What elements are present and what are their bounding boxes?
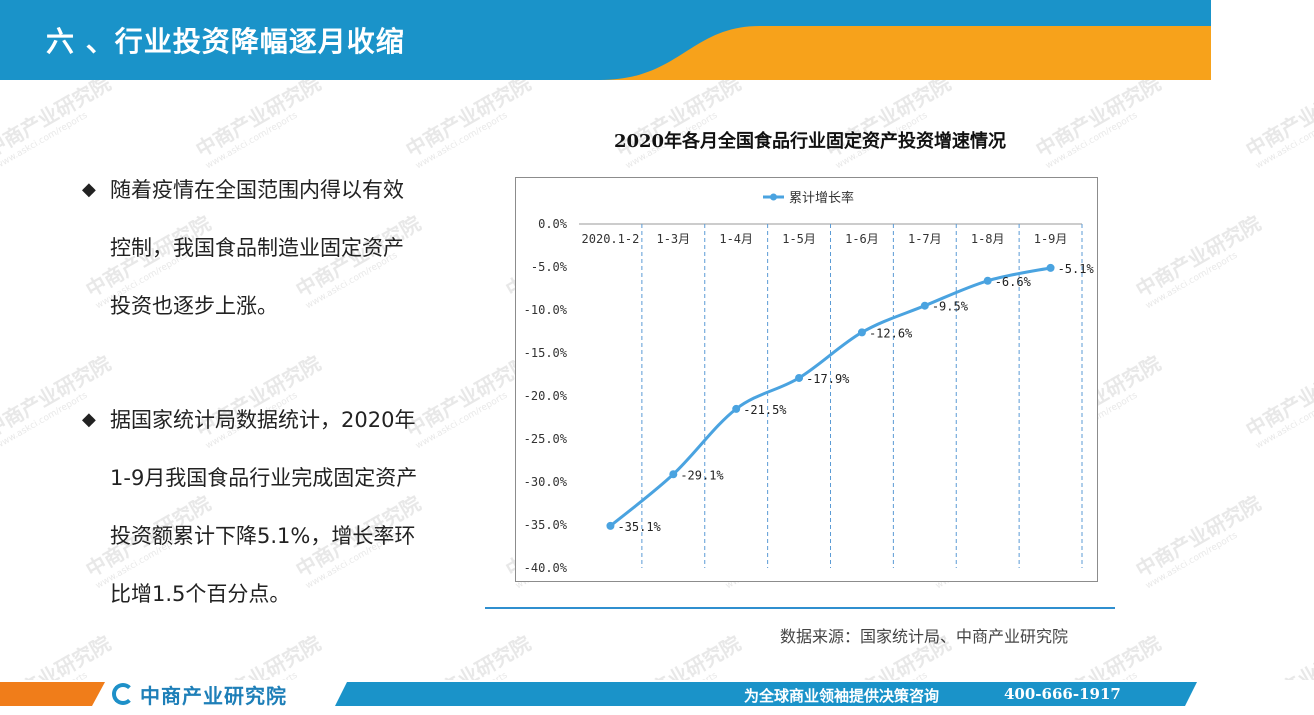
x-tick-label: 1-4月: [719, 232, 753, 246]
bullet-line: 据国家统计局数据统计，2020年: [110, 408, 416, 432]
footer-phone: 400-666-1917: [1004, 685, 1121, 703]
x-tick-label: 1-6月: [845, 232, 879, 246]
x-tick-label: 2020.1-2: [582, 232, 640, 246]
data-point: [857, 328, 866, 337]
footer-blue-bar: [335, 682, 1197, 706]
y-tick-label: -25.0%: [524, 432, 568, 446]
footer-slogan: 为全球商业领袖提供决策咨询: [744, 687, 940, 705]
logo-icon: [112, 683, 134, 705]
data-label: -12.6%: [869, 326, 913, 340]
series-line: [609, 266, 1051, 528]
bullet-point-2: ◆ 据国家统计局数据统计，2020年 1-9月我国食品行业完成固定资产 投资额累…: [82, 391, 482, 623]
x-tick-label: 1-5月: [782, 232, 816, 246]
data-label: -17.9%: [806, 372, 850, 386]
bullet-line: 1-9月我国食品行业完成固定资产: [110, 466, 418, 490]
y-tick-label: -15.0%: [524, 346, 568, 360]
legend-label: 累计增长率: [789, 190, 854, 206]
y-tick-label: -20.0%: [524, 389, 568, 403]
page-title: 六 、行业投资降幅逐月收缩: [46, 25, 405, 58]
data-label: -5.1%: [1058, 262, 1095, 276]
diamond-bullet-icon: ◆: [82, 179, 96, 200]
data-point: [1046, 263, 1055, 272]
logo-text: 中商产业研究院: [140, 683, 287, 708]
header-banner: 六 、行业投资降幅逐月收缩: [0, 0, 1211, 80]
data-point: [983, 276, 992, 285]
data-point: [795, 373, 804, 382]
y-tick-label: -10.0%: [524, 303, 568, 317]
bullet-point-1: ◆ 随着疫情在全国范围内得以有效 控制，我国食品制造业固定资产 投资也逐步上涨。: [82, 161, 482, 335]
y-tick-label: -30.0%: [524, 475, 568, 489]
y-tick-label: -40.0%: [524, 561, 568, 575]
data-label: -35.1%: [617, 520, 661, 534]
data-point: [606, 521, 615, 530]
chart-title: 2020年各月全国食品行业固定资产投资增速情况: [613, 131, 1007, 152]
bullet-line: 随着疫情在全国范围内得以有效: [110, 178, 404, 202]
bullet-line: 控制，我国食品制造业固定资产: [110, 236, 404, 260]
data-label: -6.6%: [995, 275, 1032, 289]
x-tick-label: 1-8月: [971, 232, 1005, 246]
y-tick-label: -35.0%: [524, 518, 568, 532]
x-tick-label: 1-3月: [656, 232, 690, 246]
footer-orange-stripe: [0, 682, 105, 706]
bullet-line: 投资额累计下降5.1%，增长率环: [110, 524, 416, 548]
footer-logo: 中商产业研究院: [112, 682, 287, 708]
data-label: -9.5%: [932, 300, 969, 314]
x-tick-label: 1-7月: [908, 232, 942, 246]
y-tick-label: 0.0%: [538, 217, 568, 231]
bullet-line: 投资也逐步上涨。: [110, 294, 278, 318]
bullet-line: 比增1.5个百分点。: [110, 582, 291, 606]
x-tick-label: 1-9月: [1034, 232, 1068, 246]
data-point: [920, 301, 929, 310]
header-background: [0, 0, 1211, 80]
data-point: [669, 470, 678, 479]
diamond-bullet-icon: ◆: [82, 409, 96, 430]
legend-marker-icon: [770, 193, 777, 201]
data-label: -29.1%: [680, 468, 724, 482]
y-tick-label: -5.0%: [531, 260, 568, 274]
line-chart: 累计增长率 0.0% -5.0% -10.0% -15.0% -20.0% -25.0% -3…: [524, 190, 1095, 575]
source-divider: [485, 607, 1115, 609]
data-source: 数据来源：国家统计局、中商产业研究院: [780, 627, 1069, 646]
data-label: -21.5%: [743, 403, 787, 417]
chart-frame: 累计增长率 0.0% -5.0% -10.0% -15.0% -20.0% -25.0% -3…: [515, 177, 1098, 582]
data-point: [732, 404, 741, 413]
